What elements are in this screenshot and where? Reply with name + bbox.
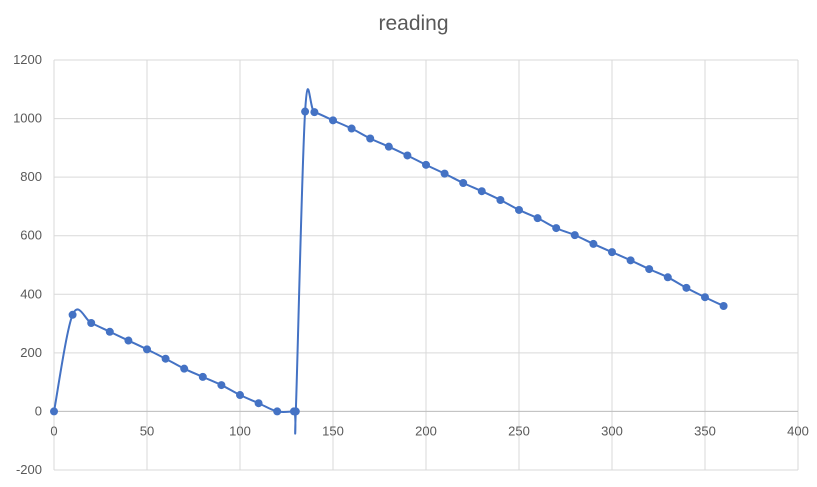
data-point <box>180 364 189 373</box>
data-point <box>198 372 207 381</box>
data-point <box>422 160 430 169</box>
y-tick-labels: -200 0 200 400 600 800 1000 1200 <box>13 52 42 477</box>
data-point <box>254 399 263 408</box>
data-point <box>552 224 561 233</box>
x-tick-label: 400 <box>787 423 809 438</box>
x-tick-labels: 0 50 100 150 200 250 300 350 400 <box>50 423 808 438</box>
x-tick-label: 50 <box>140 423 154 438</box>
series-line <box>53 88 725 435</box>
x-tick-label: 350 <box>694 423 716 438</box>
y-tick-label: 1200 <box>13 52 42 67</box>
y-tick-label: 600 <box>20 228 42 243</box>
x-tick-label: 100 <box>229 423 251 438</box>
grid-lines <box>53 59 799 471</box>
data-point <box>161 354 170 363</box>
data-point <box>626 256 635 265</box>
y-tick-label: 400 <box>20 286 42 301</box>
data-point <box>496 195 505 204</box>
y-tick-label: 0 <box>35 403 42 418</box>
data-point <box>384 142 393 151</box>
data-point <box>347 124 356 133</box>
data-point <box>310 108 319 117</box>
data-point <box>440 169 449 178</box>
x-tick-label: 150 <box>322 423 344 438</box>
axes <box>53 60 798 470</box>
chart-title: reading <box>378 12 449 35</box>
data-point <box>701 293 709 302</box>
data-point <box>50 407 58 416</box>
data-point <box>608 248 616 257</box>
y-tick-label: -200 <box>16 462 42 477</box>
data-point <box>301 107 310 116</box>
y-tick-label: 1000 <box>13 111 42 126</box>
data-point <box>143 345 151 354</box>
data-point <box>515 205 523 214</box>
x-tick-label: 250 <box>508 423 530 438</box>
data-point <box>329 116 337 125</box>
data-point <box>366 134 375 143</box>
data-point <box>403 151 412 160</box>
data-point <box>663 273 672 282</box>
series-group <box>50 88 728 435</box>
data-point <box>645 265 654 274</box>
data-point <box>217 381 226 390</box>
data-point <box>291 407 300 416</box>
data-point <box>719 302 728 310</box>
data-point <box>236 391 244 400</box>
x-tick-label: 300 <box>601 423 623 438</box>
data-point <box>87 318 96 327</box>
data-point <box>124 336 133 345</box>
data-point <box>68 310 77 319</box>
data-point <box>459 179 468 187</box>
x-tick-label: 0 <box>50 423 57 438</box>
data-point <box>533 214 542 223</box>
data-point <box>273 407 282 416</box>
data-point <box>105 327 114 336</box>
data-point <box>589 239 598 248</box>
data-point <box>477 187 486 196</box>
data-point <box>570 231 579 240</box>
y-tick-label: 200 <box>20 345 42 360</box>
y-tick-label: 800 <box>20 169 42 184</box>
x-tick-label: 200 <box>415 423 437 438</box>
data-point <box>682 283 691 292</box>
